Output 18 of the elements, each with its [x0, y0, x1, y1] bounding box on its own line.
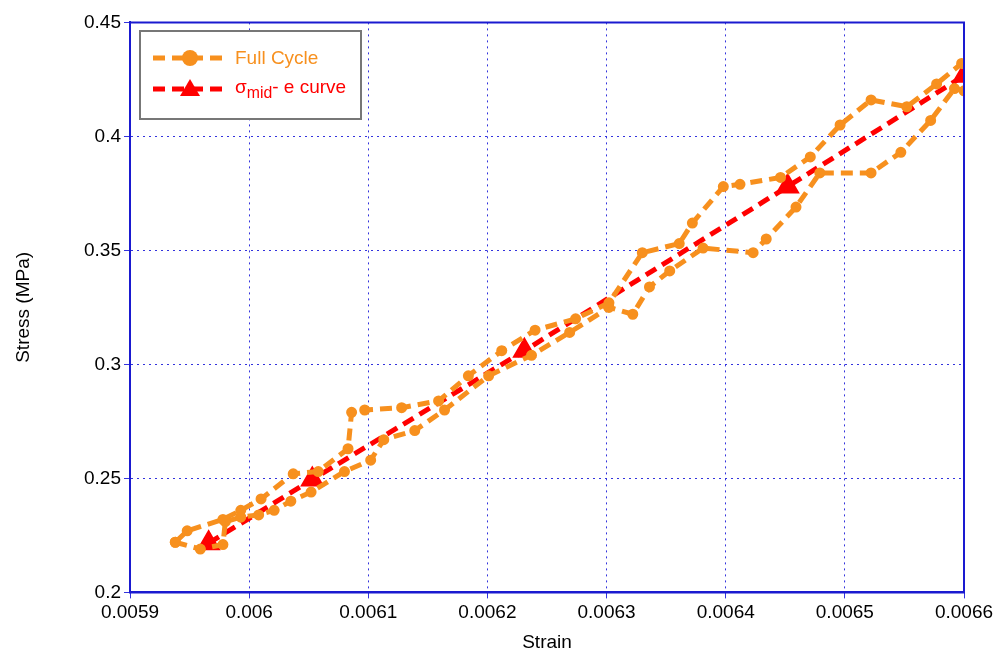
x-axis-title: Strain	[522, 630, 572, 652]
y-axis-title: Stress (MPa)	[11, 251, 33, 363]
x-tick-label: 0.0064	[696, 601, 756, 623]
x-tick-label: 0.0066	[934, 601, 994, 623]
y-tick-label: 0.35	[84, 238, 121, 260]
legend-label: Full Cycle	[235, 47, 319, 69]
x-tick-label: 0.0061	[339, 601, 398, 623]
y-tick-label: 0.4	[94, 124, 122, 146]
x-tick-label: 0.0059	[100, 601, 160, 623]
x-tick-label: 0.0065	[815, 601, 874, 623]
x-tick-label: 0.0062	[458, 601, 517, 623]
y-tick-label: 0.3	[94, 352, 121, 374]
x-tick-label: 0.006	[225, 601, 273, 623]
x-tick-label: 0.0063	[577, 601, 636, 623]
y-tick-label: 0.25	[84, 466, 121, 488]
y-tick-label: 0.2	[94, 580, 121, 602]
y-tick-label: 0.45	[84, 10, 121, 32]
legend-label: σ$_{mid}$- e curve	[235, 76, 347, 102]
